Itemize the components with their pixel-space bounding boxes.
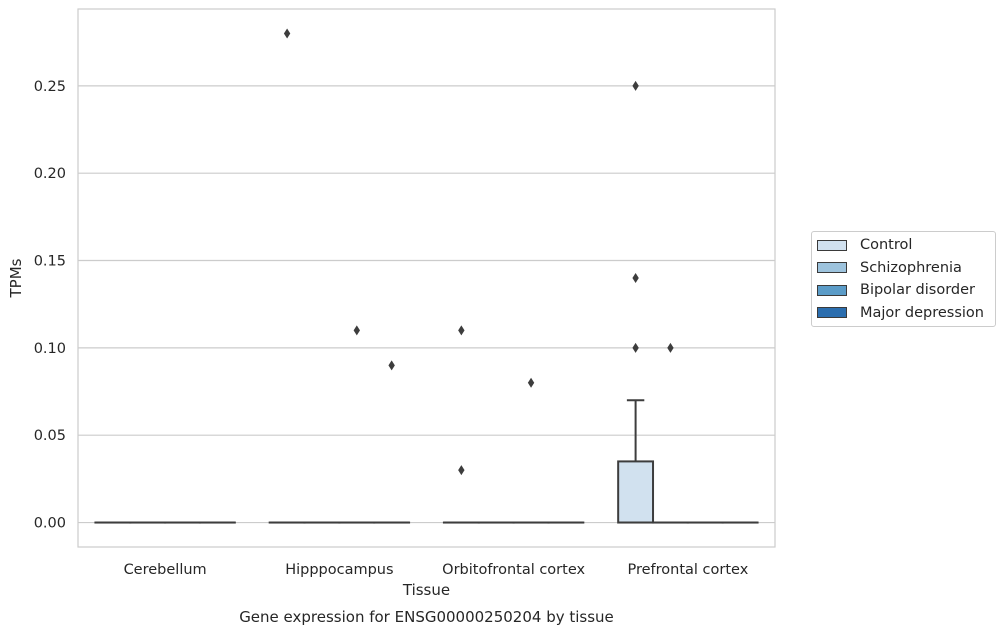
box-control	[617, 80, 655, 524]
legend-label: Control	[860, 237, 913, 253]
outlier-point	[283, 28, 291, 39]
plot-area-frame	[77, 8, 776, 548]
x-tick-label: Orbitofrontal cortex	[442, 562, 585, 578]
y-tick-label: 0.25	[34, 79, 66, 95]
gridlines	[78, 85, 775, 524]
legend-item: Bipolar disorder	[817, 280, 975, 300]
outlier-point	[667, 342, 674, 353]
outlier-point	[458, 325, 465, 336]
outlier-point	[388, 360, 395, 371]
outlier-point	[632, 273, 639, 283]
legend-label: Schizophrenia	[860, 259, 962, 276]
box-major-depression	[373, 360, 411, 524]
legend-item: Major depression	[817, 303, 984, 323]
legend-item: Control	[817, 235, 912, 255]
legend-swatch	[817, 239, 847, 251]
y-axis-ticks: 0.00 0.05 0.10 0.15 0.20 0.25	[34, 79, 66, 532]
x-axis-label: Tissue	[402, 581, 450, 599]
x-tick-label: Hipppocampus	[285, 562, 393, 578]
box-control	[268, 28, 306, 524]
outlier-point	[632, 80, 639, 91]
box-bipolar-disorder	[338, 325, 376, 524]
chart-legend: Control Schizophrenia Bipolar disorder Majo…	[811, 231, 996, 327]
legend-swatch	[817, 284, 847, 296]
y-tick-label: 0.10	[34, 341, 66, 357]
outlier-point	[527, 377, 535, 388]
x-tick-label: Prefrontal cortex	[627, 562, 748, 578]
y-tick-label: 0.20	[34, 166, 66, 182]
legend-swatch	[817, 307, 847, 318]
legend-swatch	[817, 262, 847, 273]
y-tick-label: 0.00	[34, 516, 66, 532]
y-axis-label: TPMs	[7, 258, 25, 298]
box	[617, 460, 655, 524]
box-plot-elements	[94, 28, 759, 524]
box-schizophrenia	[652, 342, 689, 524]
outlier-point	[353, 325, 360, 336]
legend-label: Bipolar disorder	[860, 282, 975, 298]
legend-item: Schizophrenia	[817, 258, 962, 278]
x-tick-label: Cerebellum	[124, 562, 207, 578]
outlier-point	[632, 342, 639, 353]
y-tick-label: 0.15	[34, 254, 66, 270]
box-control	[442, 325, 480, 524]
y-tick-label: 0.05	[34, 428, 66, 444]
box-bipolar-disorder	[512, 377, 550, 524]
legend-label: Major depression	[860, 304, 984, 321]
chart-caption: Gene expression for ENSG00000250204 by t…	[239, 608, 614, 626]
outlier-point	[458, 465, 465, 476]
x-axis-ticks: Cerebellum Hipppocampus Orbitofrontal cort…	[124, 562, 749, 578]
